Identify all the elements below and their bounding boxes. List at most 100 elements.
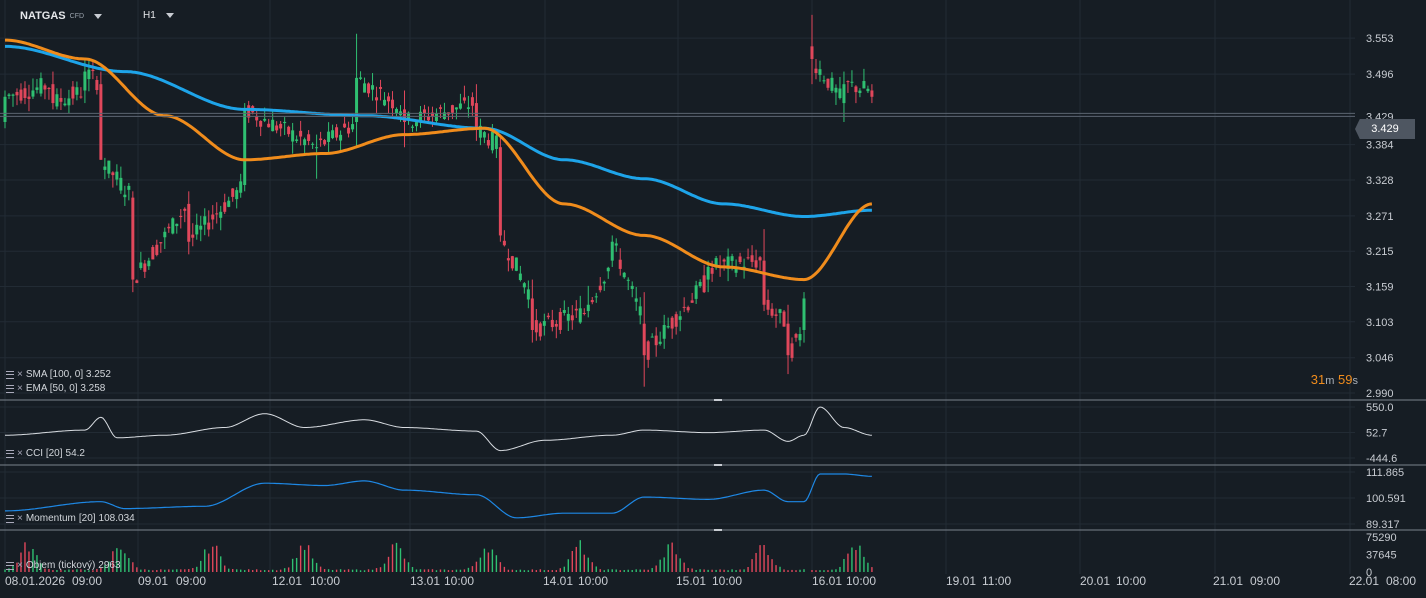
volume-bar [200,560,202,572]
close-icon[interactable]: × [17,382,23,394]
volume-bar [675,554,677,572]
candle-body [195,224,199,235]
candle-body [179,215,183,218]
volume-bar [655,565,657,572]
candle-body [438,107,442,109]
candle-body [291,130,295,142]
volume-bar [204,549,206,572]
volume-bar [571,551,573,572]
volume-bar [224,565,226,572]
volume-bar [715,569,717,572]
settings-icon[interactable] [6,370,14,379]
time-tick-label: 20.01 [1080,574,1110,588]
volume-bar [403,558,406,572]
volume-bar [587,557,589,572]
candle-body [135,280,139,283]
candle-body [95,79,99,91]
volume-bar [343,569,346,572]
candle-body [347,127,351,134]
volume-bar [311,558,314,572]
volume-bar [727,570,729,572]
volume-bar [244,570,246,572]
volume-bar [271,569,274,572]
legend-momentum: × Momentum [20] 108.034 [6,513,135,524]
volume-bar [835,569,837,572]
volume-bar [427,569,430,572]
settings-icon[interactable] [6,514,14,523]
candle-body [119,177,123,191]
momentum-value: 108.034 [98,513,135,524]
momentum-tick-label: 111.865 [1366,467,1404,479]
volume-bar [499,562,502,572]
chevron-down-icon[interactable] [165,13,174,18]
volume-bar [232,569,234,572]
volume-tick-label: 75290 [1366,532,1397,544]
candle-body [842,84,846,104]
candle-body [662,325,666,339]
candle-body [598,285,602,291]
volume-bar [331,570,334,572]
volume-bar [447,570,450,572]
candle-body [602,281,606,284]
volume-bar [279,569,282,572]
volume-bar [763,545,765,572]
ema-line [5,38,873,282]
volume-bar [855,550,857,572]
volume-bar [371,569,374,572]
volume-bar [551,570,554,572]
candle-body [778,309,782,313]
settings-icon[interactable] [6,561,14,570]
volume-tick-label: 0 [1366,567,1372,579]
volume-bar [859,545,861,572]
cci-label: CCI [20] [25,448,63,459]
candle-body [155,244,159,255]
volume-bar [379,567,382,572]
volume-bar [319,566,322,572]
close-icon[interactable]: × [17,447,23,459]
volume-bar [583,554,585,572]
candle-body [474,103,478,129]
candle-body [470,97,474,106]
volume-bar [563,566,565,572]
volume-bar [40,563,42,572]
settings-icon[interactable] [6,449,14,458]
volume-bar [831,569,833,572]
candle-body [738,256,742,263]
volume-bar [4,569,6,572]
volume-bar [647,569,649,572]
volume-bar [511,569,514,572]
close-icon[interactable]: × [17,368,23,380]
candle-body [11,94,15,96]
symbol-selector[interactable]: NATGAS CFD [20,10,103,22]
candle-body [319,138,323,141]
close-icon[interactable]: × [17,559,23,571]
candle-body [766,299,770,310]
timeframe-selector[interactable]: H1 [143,10,174,21]
candle-body [79,96,83,98]
momentum-tick-label: 89.317 [1366,519,1400,531]
time-tick-label: 10:00 [712,574,742,588]
candle-body [498,147,502,236]
candle-body [235,190,239,200]
current-price-tag: 3.429 [1355,119,1415,139]
timer-seconds-unit: s [1352,375,1359,387]
settings-icon[interactable] [6,384,14,393]
close-icon[interactable]: × [17,512,23,524]
volume-value: 2963 [98,560,121,571]
candle-body [403,109,406,122]
chevron-down-icon[interactable] [94,13,103,19]
volume-bar [779,566,781,572]
momentum-line [5,473,872,519]
legend-cci: × CCI [20] 54.2 [6,448,85,459]
candle-body [518,273,522,280]
volume-bar [591,562,593,572]
volume-bar [92,570,94,572]
price-tick-label: 3.046 [1366,353,1394,365]
candle-body [27,96,31,99]
volume-bar [691,568,693,572]
candle-body [722,259,726,262]
volume-bar [671,542,673,572]
legend-volume: × Objem (tickový) 2963 [6,560,121,571]
volume-bar [120,549,122,572]
